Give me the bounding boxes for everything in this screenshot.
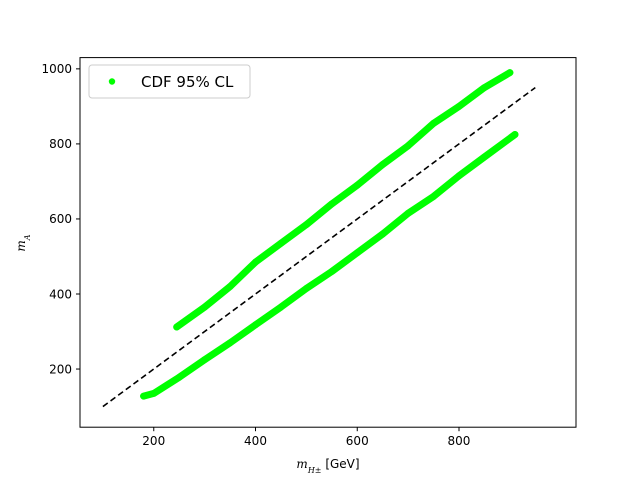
cdf-point xyxy=(252,321,259,329)
cdf-point xyxy=(328,200,336,208)
cdf-point xyxy=(430,193,437,200)
cdf-point xyxy=(353,249,361,257)
y-axis-label: mA xyxy=(14,234,32,251)
cdf-point xyxy=(379,230,387,238)
cdf-point xyxy=(328,268,336,275)
cdf-point xyxy=(506,69,514,76)
plot-frame xyxy=(79,57,577,428)
y-tick-label: 400 xyxy=(49,287,72,301)
cdf-point xyxy=(201,303,209,311)
cdf-point xyxy=(201,356,209,364)
legend-label: CDF 95% CL xyxy=(141,73,234,91)
cdf-point xyxy=(481,84,488,91)
y-tick-label: 600 xyxy=(49,212,72,226)
cdf-point xyxy=(430,119,437,127)
cdf-band-2 xyxy=(140,131,519,400)
cdf-point xyxy=(140,392,148,400)
y-tick-label: 800 xyxy=(49,137,72,151)
x-axis: 200 400 600 800 xyxy=(142,427,470,448)
cdf-point xyxy=(455,103,463,110)
legend-marker xyxy=(108,78,116,85)
x-tick-label: 600 xyxy=(346,434,369,448)
cdf-point xyxy=(303,285,310,292)
cdf-point xyxy=(252,258,259,266)
cdf-point xyxy=(226,339,234,347)
cdf-point xyxy=(455,172,463,180)
cdf-point xyxy=(379,161,387,168)
cdf-point xyxy=(353,181,361,189)
cdf-point xyxy=(277,303,285,311)
cdf-point xyxy=(511,131,519,138)
cdf-point xyxy=(303,221,310,229)
cdf-point xyxy=(175,373,183,381)
cdf-point xyxy=(226,283,234,290)
legend: CDF 95% CL xyxy=(88,64,251,99)
cdf-band-1 xyxy=(173,69,514,331)
cdf-point xyxy=(404,209,412,217)
marks-layer xyxy=(102,69,536,408)
cdf-point xyxy=(277,239,285,247)
cdf-point xyxy=(173,323,181,331)
diagonal-reference-line xyxy=(102,86,536,408)
x-axis-label: mH± [GeV] xyxy=(296,457,359,475)
y-axis: 200 400 600 800 1000 xyxy=(41,62,80,376)
legend-box xyxy=(88,64,251,99)
cdf-point xyxy=(481,153,488,161)
y-tick-label: 1000 xyxy=(41,62,72,76)
x-tick-label: 400 xyxy=(244,434,267,448)
cdf-point xyxy=(150,390,158,397)
x-tick-label: 200 xyxy=(142,434,165,448)
x-tick-label: 800 xyxy=(448,434,471,448)
y-tick-label: 200 xyxy=(49,362,72,376)
cdf-point xyxy=(404,142,412,150)
